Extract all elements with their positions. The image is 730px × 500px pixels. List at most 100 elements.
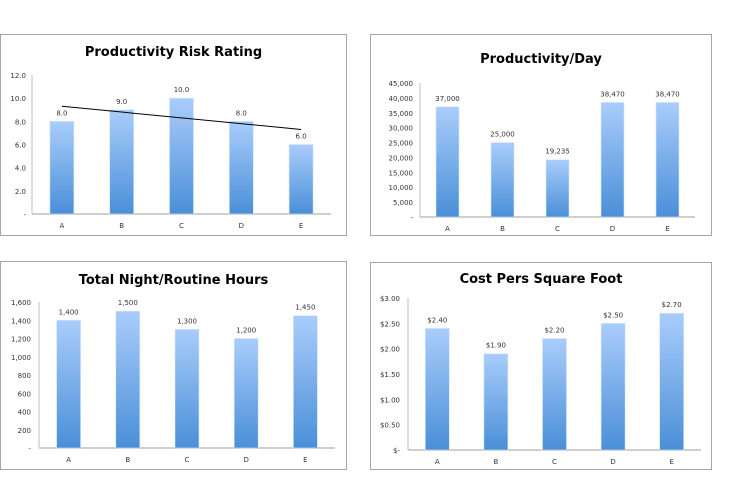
chart-panel-night-routine-hours: Total Night/Routine Hours - 200 400 600 800 1… bbox=[0, 261, 347, 470]
bar-chart: - 2.0 4.0 6.0 8.0 10.0 12.0 8.0 A 9.0 B 10.0 C 8.0 D 6.… bbox=[10, 72, 331, 230]
y-tick-label: 400 bbox=[18, 409, 31, 417]
y-tick-label: $2.50 bbox=[380, 320, 400, 328]
x-tick-label: B bbox=[500, 225, 505, 233]
chart-panel-risk-rating: Productivity Risk Rating - 2.0 4.0 6.0 8.0 10… bbox=[0, 34, 347, 236]
y-tick-label: 600 bbox=[18, 390, 31, 398]
bar-e bbox=[288, 144, 314, 215]
bar-a bbox=[424, 328, 450, 451]
bar-b bbox=[115, 310, 141, 449]
bar-a bbox=[56, 319, 81, 449]
y-tick-label: 20,000 bbox=[389, 154, 414, 162]
data-label: 38,470 bbox=[655, 90, 680, 98]
bar-a bbox=[49, 121, 75, 215]
x-tick-label: C bbox=[185, 456, 190, 464]
data-label: 1,200 bbox=[236, 327, 256, 335]
data-label: 9.0 bbox=[116, 98, 127, 106]
bar-d bbox=[229, 121, 254, 215]
y-tick-label: 10,000 bbox=[389, 184, 414, 192]
bar-chart: - 5,000 10,000 15,000 20,000 25,000 30,000 35,0… bbox=[389, 80, 695, 233]
data-label: 1,500 bbox=[118, 299, 138, 307]
y-tick-label: $0.50 bbox=[380, 422, 400, 430]
data-label: $2.50 bbox=[603, 311, 623, 319]
data-label: 8.0 bbox=[56, 109, 67, 117]
y-tick-label: $3.00 bbox=[380, 295, 400, 303]
y-tick-label: 4.0 bbox=[15, 165, 26, 173]
chart-title: Cost Pers Square Foot bbox=[459, 272, 623, 287]
bar-c bbox=[174, 329, 200, 449]
y-tick-label: 15,000 bbox=[389, 169, 414, 177]
chart-panel-productivity-day: Productivity/Day - 5,000 10,000 15,000 20,00… bbox=[370, 34, 712, 236]
x-tick-label: B bbox=[493, 458, 498, 466]
y-tick-label: 800 bbox=[18, 372, 31, 380]
data-label: $2.40 bbox=[427, 316, 447, 324]
bar-d bbox=[600, 323, 626, 451]
y-tick-label: 1,600 bbox=[11, 299, 31, 307]
bar-e bbox=[659, 312, 685, 451]
y-tick-label: $2.00 bbox=[380, 346, 400, 354]
bar-c bbox=[545, 159, 570, 218]
data-label: 1,400 bbox=[59, 308, 79, 316]
bar-chart: $- $0.50 $1.00 $1.50 $2.00 $2.50 $3.00 $2.40 A $1… bbox=[380, 295, 701, 466]
y-tick-label: 1,000 bbox=[11, 354, 31, 362]
chart-panel-cost-per-sqft: Cost Pers Square Foot $- $0.50 $1.00 $1.50 $… bbox=[370, 262, 712, 470]
data-label: 8.0 bbox=[236, 109, 247, 117]
y-tick-label: 12.0 bbox=[10, 72, 26, 80]
x-tick-label: D bbox=[239, 222, 244, 230]
y-tick-label: 1,400 bbox=[11, 317, 31, 325]
bar-e bbox=[655, 102, 680, 218]
data-label: 1,450 bbox=[295, 304, 315, 312]
y-tick-label: 45,000 bbox=[389, 80, 414, 88]
data-label: 19,235 bbox=[545, 148, 570, 156]
x-tick-label: C bbox=[179, 222, 184, 230]
data-label: 6.0 bbox=[296, 133, 307, 141]
x-tick-label: C bbox=[552, 458, 557, 466]
x-tick-label: B bbox=[125, 456, 130, 464]
data-label: $2.20 bbox=[544, 327, 564, 335]
y-tick-label: 2.0 bbox=[15, 188, 26, 196]
data-label: 1,300 bbox=[177, 317, 197, 325]
bar-e bbox=[293, 315, 318, 449]
y-tick-label: - bbox=[410, 214, 413, 222]
y-tick-label: $- bbox=[393, 447, 400, 455]
y-tick-label: 6.0 bbox=[15, 142, 26, 150]
data-label: $1.90 bbox=[486, 342, 506, 350]
data-label: 25,000 bbox=[490, 131, 515, 139]
bar-c bbox=[542, 338, 567, 451]
data-label: 38,470 bbox=[600, 90, 625, 98]
data-label: 37,000 bbox=[435, 95, 460, 103]
bar-b bbox=[490, 142, 515, 218]
y-tick-label: 40,000 bbox=[389, 95, 414, 103]
x-tick-label: E bbox=[665, 225, 669, 233]
x-tick-label: D bbox=[610, 458, 615, 466]
x-tick-label: A bbox=[60, 222, 65, 230]
x-tick-label: A bbox=[445, 225, 450, 233]
y-tick-label: 30,000 bbox=[389, 125, 414, 133]
x-tick-label: E bbox=[303, 456, 307, 464]
y-tick-label: - bbox=[23, 211, 26, 219]
x-tick-label: B bbox=[119, 222, 124, 230]
y-tick-label: - bbox=[28, 445, 31, 453]
bar-c bbox=[169, 97, 194, 215]
trendline bbox=[61, 105, 302, 130]
bar-b bbox=[109, 109, 134, 215]
data-label: $2.70 bbox=[662, 301, 682, 309]
bar-b bbox=[483, 353, 509, 451]
chart-title: Total Night/Routine Hours bbox=[78, 273, 269, 288]
bar-d bbox=[233, 338, 259, 449]
y-tick-label: $1.50 bbox=[380, 371, 400, 379]
x-tick-label: D bbox=[610, 225, 615, 233]
chart-title: Productivity/Day bbox=[480, 52, 602, 67]
x-tick-label: E bbox=[669, 458, 673, 466]
bar-a bbox=[435, 106, 460, 218]
y-tick-label: 35,000 bbox=[389, 110, 414, 118]
y-tick-label: $1.00 bbox=[380, 396, 400, 404]
x-tick-label: A bbox=[66, 456, 71, 464]
x-tick-label: D bbox=[244, 456, 249, 464]
y-tick-label: 1,200 bbox=[11, 336, 31, 344]
x-tick-label: E bbox=[299, 222, 303, 230]
y-tick-label: 5,000 bbox=[393, 199, 413, 207]
x-tick-label: A bbox=[435, 458, 440, 466]
y-tick-label: 8.0 bbox=[15, 118, 26, 126]
bar-d bbox=[600, 102, 625, 218]
bar-chart: - 200 400 600 800 1,000 1,200 1,400 1,600 1,400 A 1… bbox=[11, 299, 335, 464]
